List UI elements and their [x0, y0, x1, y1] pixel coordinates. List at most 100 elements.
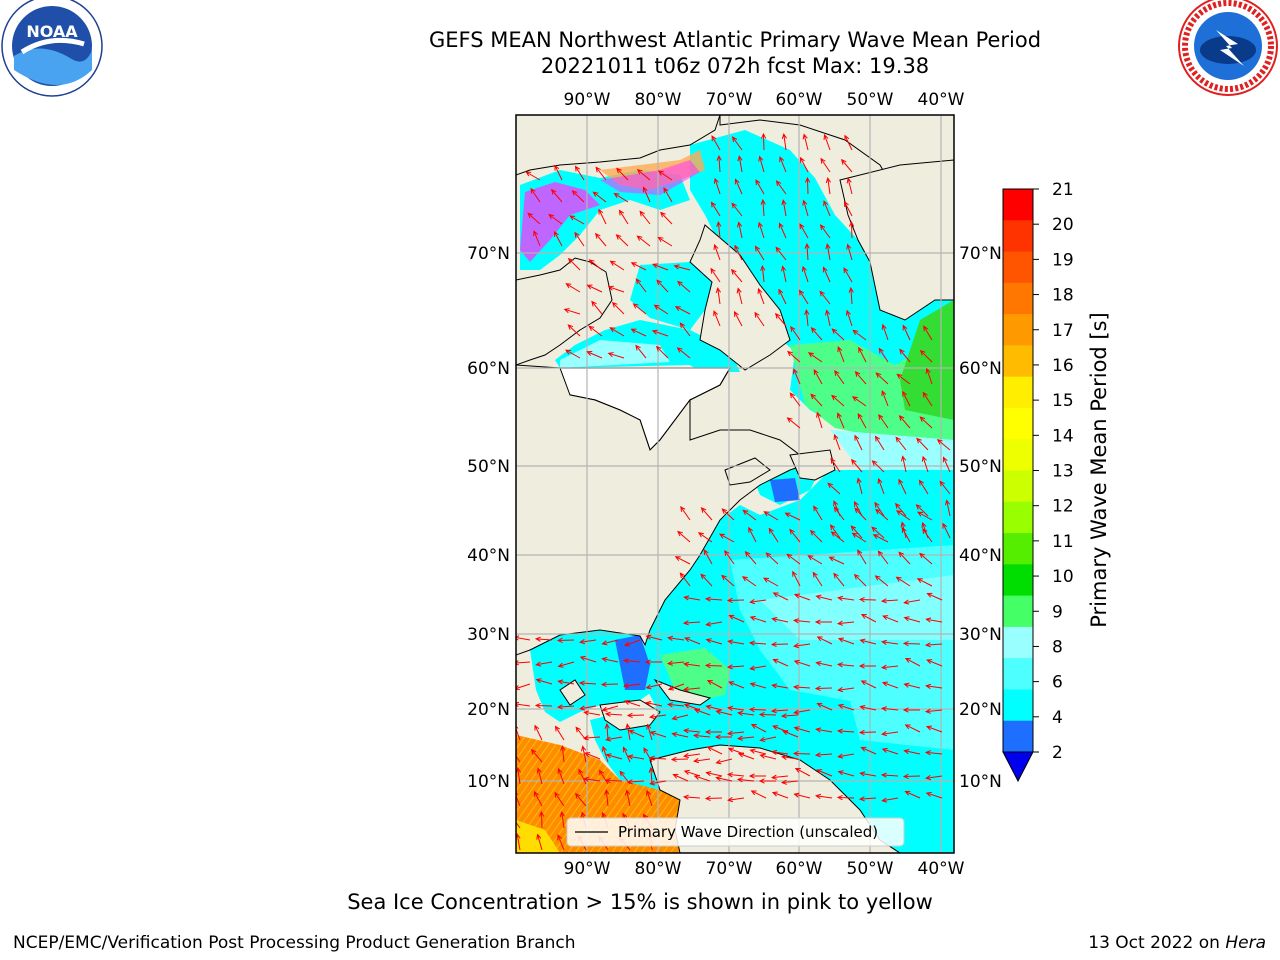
wave-direction-arrow [881, 747, 899, 755]
wave-direction-arrow [713, 310, 721, 327]
wave-direction-arrow [724, 549, 735, 565]
wave-direction-arrow [778, 288, 787, 305]
lon-label-bottom: 90°W [564, 859, 611, 879]
sea-ice-note: Sea Ice Concentration > 15% is shown in … [347, 890, 933, 914]
wave-direction-arrow [583, 776, 601, 782]
wave-direction-arrow [763, 577, 779, 587]
wave-direction-arrow [586, 284, 603, 293]
wave-direction-arrow [605, 736, 623, 742]
colorbar-segment [1003, 689, 1033, 722]
lat-label-left: 10°N [467, 772, 510, 792]
wave-direction-arrow [792, 750, 811, 757]
wave-direction-arrow [642, 186, 651, 203]
wave-direction-arrow [716, 220, 722, 239]
wave-direction-arrow [728, 681, 745, 689]
lat-label-right: 50°N [959, 457, 1002, 477]
wave-direction-arrow [556, 637, 575, 644]
colorbar-segment [1003, 314, 1033, 346]
wave-direction-arrow [649, 714, 667, 720]
colorbar-tick-label: 19 [1052, 250, 1074, 270]
wave-direction-arrow [527, 212, 541, 225]
wave-direction-arrow [749, 599, 767, 605]
wave-direction-arrow [535, 661, 553, 667]
wave-direction-arrow [736, 287, 743, 305]
wave-direction-arrow [896, 373, 911, 385]
wave-direction-arrow [624, 789, 631, 807]
wave-direction-arrow [802, 199, 809, 217]
wave-direction-arrow [557, 679, 575, 685]
wave-direction-arrow [880, 664, 899, 670]
wave-direction-arrow [651, 263, 669, 271]
wave-direction-arrow [671, 714, 689, 721]
wave-direction-arrow [829, 524, 841, 539]
wave-direction-arrow [881, 389, 889, 407]
wave-direction-arrow [649, 780, 667, 786]
wave-direction-arrow [671, 731, 689, 738]
wave-direction-arrow [903, 599, 921, 605]
lon-label-bottom: 70°W [706, 859, 753, 879]
wave-direction-arrow [770, 708, 789, 714]
wave-direction-arrow [579, 639, 597, 645]
wave-direction-arrow [815, 793, 833, 799]
wave-direction-arrow [853, 573, 867, 587]
wave-direction-arrow [924, 708, 943, 714]
wave-direction-arrow [683, 769, 701, 777]
wave-direction-arrow [548, 213, 563, 225]
wave-direction-arrow [704, 596, 723, 602]
lat-label-left: 40°N [467, 546, 510, 566]
wave-direction-arrow [793, 659, 811, 667]
wave-direction-arrow [834, 369, 845, 385]
colorbar-segment [1003, 220, 1033, 253]
wave-direction-arrow [807, 352, 823, 363]
wave-direction-arrow [565, 283, 581, 293]
wave-direction-arrow [916, 578, 933, 587]
wave-direction-arrow [534, 702, 553, 709]
lon-labels-bottom: 90°W 80°W 70°W 60°W 50°W 40°W [564, 859, 965, 879]
wave-direction-arrow [816, 769, 833, 777]
wave-direction-arrow [904, 790, 921, 799]
wave-direction-arrow [705, 770, 723, 777]
wave-direction-arrow [860, 680, 877, 689]
wave-direction-arrow [843, 200, 853, 217]
wave-direction-arrow [812, 571, 823, 587]
wave-direction-arrow [736, 735, 755, 741]
wave-direction-arrow [666, 660, 685, 666]
wave-direction-arrow [584, 752, 601, 760]
wave-direction-arrow [679, 322, 691, 337]
wave-direction-arrow [881, 639, 899, 645]
wave-direction-arrow [782, 730, 799, 738]
lat-label-left: 20°N [467, 700, 510, 720]
wave-direction-arrow [574, 792, 587, 807]
wave-direction-arrow [902, 707, 920, 713]
wave-direction-arrow [639, 210, 651, 225]
wave-direction-arrow [557, 834, 565, 851]
wave-direction-arrow [657, 170, 673, 181]
wave-direction-arrow [755, 179, 765, 195]
wave-direction-arrow [810, 327, 823, 341]
wave-direction-arrow [666, 702, 685, 708]
wave-direction-arrow [858, 729, 877, 736]
wave-direction-arrow [643, 747, 653, 763]
wave-direction-arrow [925, 791, 943, 799]
wave-direction-arrow [926, 592, 943, 601]
wave-direction-arrow [580, 745, 587, 763]
lon-label-bottom: 50°W [847, 859, 894, 879]
wave-direction-arrow [816, 636, 833, 645]
wave-direction-arrow [635, 278, 647, 293]
wave-direction-arrow [601, 639, 619, 646]
wave-direction-arrow [704, 662, 723, 669]
colorbar-title: Primary Wave Mean Period [s] [1087, 312, 1111, 628]
colorbar-tick-label: 16 [1052, 356, 1074, 376]
wave-direction-arrow [575, 726, 587, 741]
wave-direction-arrow [736, 777, 755, 783]
wave-direction-arrow [749, 682, 767, 689]
wave-direction-arrow [749, 665, 767, 671]
wave-direction-arrow [600, 681, 619, 688]
wave-direction-arrow [875, 372, 889, 385]
wave-direction-arrow [563, 308, 581, 315]
wave-direction-arrow [697, 532, 713, 543]
wave-direction-arrow [553, 230, 563, 247]
wave-direction-arrow [944, 499, 951, 517]
wave-direction-arrow [674, 556, 691, 565]
wave-direction-arrow [578, 768, 587, 785]
